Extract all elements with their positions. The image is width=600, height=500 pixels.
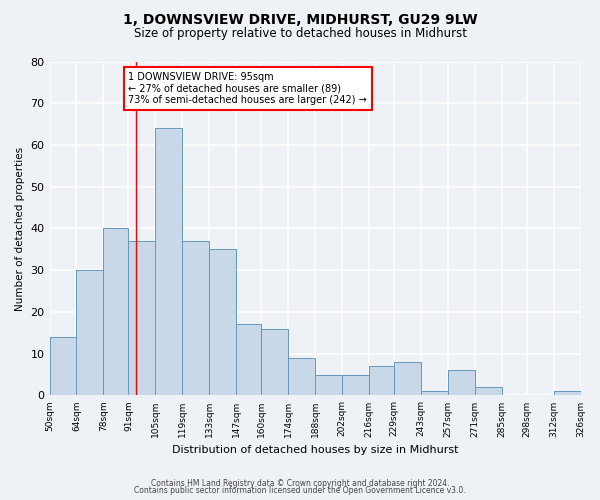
Bar [369,366,394,396]
Text: 1, DOWNSVIEW DRIVE, MIDHURST, GU29 9LW: 1, DOWNSVIEW DRIVE, MIDHURST, GU29 9LW [122,12,478,26]
Bar [128,241,155,396]
Bar [50,337,76,396]
Bar [76,270,103,396]
Text: Size of property relative to detached houses in Midhurst: Size of property relative to detached ho… [133,28,467,40]
Text: 1 DOWNSVIEW DRIVE: 95sqm
← 27% of detached houses are smaller (89)
73% of semi-d: 1 DOWNSVIEW DRIVE: 95sqm ← 27% of detach… [128,72,367,105]
Bar [475,387,502,396]
Y-axis label: Number of detached properties: Number of detached properties [15,146,25,310]
Bar [261,328,288,396]
Bar [315,374,342,396]
Text: Contains public sector information licensed under the Open Government Licence v3: Contains public sector information licen… [134,486,466,495]
Bar [394,362,421,396]
Bar [288,358,315,396]
Bar [155,128,182,396]
X-axis label: Distribution of detached houses by size in Midhurst: Distribution of detached houses by size … [172,445,458,455]
Text: Contains HM Land Registry data © Crown copyright and database right 2024.: Contains HM Land Registry data © Crown c… [151,479,449,488]
Bar [342,374,369,396]
Bar [554,392,581,396]
Bar [209,250,236,396]
Bar [448,370,475,396]
Bar [236,324,261,396]
Bar [103,228,128,396]
Bar [182,241,209,396]
Bar [421,392,448,396]
